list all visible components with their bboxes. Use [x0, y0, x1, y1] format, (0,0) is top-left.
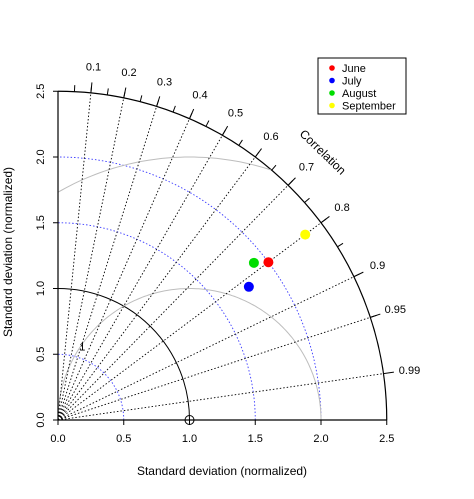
correlation-major-tick [222, 126, 227, 135]
y-tick-label: 0.0 [35, 412, 47, 427]
rms-contour-label: 1 [79, 342, 85, 354]
correlation-minor-tick [305, 198, 310, 202]
correlation-major-tick [124, 88, 126, 98]
correlation-major-tick [288, 178, 295, 186]
y-tick-label: 2.0 [35, 149, 47, 164]
rms-circles: 12 [0, 157, 321, 420]
correlation-tick-label: 0.99 [399, 365, 420, 377]
correlation-tick-label: 0.6 [263, 131, 278, 143]
outer-boundary-arc [58, 91, 387, 420]
data-point-june [263, 257, 273, 267]
x-tick-label: 0.0 [50, 433, 65, 445]
correlation-major-tick [91, 82, 92, 92]
y-tick-label: 0.5 [35, 347, 47, 362]
correlation-minor-tick [173, 106, 175, 112]
x-axis-title: Standard deviation (normalized) [137, 464, 307, 478]
rms-circle [58, 289, 321, 421]
correlation-ray [58, 106, 157, 420]
data-point-july [244, 282, 254, 292]
correlation-major-tick [370, 314, 380, 317]
data-points [244, 230, 310, 292]
correlation-ray [58, 157, 255, 420]
correlation-minor-tick [337, 243, 343, 246]
legend-label-august: August [342, 88, 376, 100]
correlation-minor-tick [272, 165, 276, 170]
correlation-major-tick [383, 372, 393, 373]
correlation-tick-label: 0.95 [385, 304, 406, 316]
correlation-minor-tick [140, 95, 142, 101]
correlation-ray [58, 223, 321, 420]
correlation-major-tick [321, 216, 329, 222]
y-tick-label: 2.5 [35, 84, 47, 99]
x-tick-label: 2.5 [379, 433, 394, 445]
legend-marker-june [329, 65, 335, 71]
correlation-ray [58, 374, 383, 420]
std-circles [58, 91, 387, 420]
correlation-major-tick [190, 109, 194, 119]
correlation-minor-tick [206, 121, 209, 127]
std-circle [58, 223, 255, 420]
std-circle [58, 354, 124, 420]
legend-label-july: July [342, 76, 362, 88]
correlation-tick-label: 0.3 [157, 76, 172, 88]
correlation-tick-label: 0.4 [192, 90, 207, 102]
correlation-tick-label: 0.8 [334, 202, 349, 214]
correlation-minor-tick [107, 88, 108, 95]
x-tick-label: 1.0 [182, 433, 197, 445]
correlation-ray [58, 277, 354, 420]
correlation-major-tick [255, 149, 261, 157]
correlation-major-tick [157, 96, 160, 106]
correlation-ray [58, 185, 288, 420]
axes: 0.0 0.5 1.0 1.5 2.0 2.5 0.0 0.5 1.0 1.5 2.0 2.5 [35, 84, 394, 445]
correlation-ray [58, 98, 124, 420]
x-tick-label: 1.5 [248, 433, 263, 445]
correlation-ray [58, 317, 370, 420]
correlation-minor-tick [239, 140, 243, 145]
correlation-ray [58, 135, 222, 420]
x-tick-label: 2.0 [313, 433, 328, 445]
correlation-tick-label: 0.9 [370, 260, 385, 272]
correlation-ray [58, 119, 190, 420]
legend-marker-august [329, 90, 335, 96]
correlation-major-tick [354, 272, 363, 277]
correlation-tick-label: 0.5 [228, 108, 243, 120]
legend-label-september: September [342, 101, 396, 113]
legend-marker-july [329, 78, 335, 84]
rms-circle [58, 157, 271, 192]
legend-label-june: June [342, 63, 366, 75]
y-axis-title: Standard deviation (normalized) [1, 167, 15, 337]
x-tick-label: 0.5 [116, 433, 131, 445]
correlation-tick-label: 0.7 [299, 161, 314, 173]
reference-std-circle [58, 289, 190, 421]
correlation-tick-label: 0.1 [86, 62, 101, 74]
data-point-september [300, 230, 310, 240]
y-tick-label: 1.5 [35, 215, 47, 230]
data-point-august [249, 258, 259, 268]
correlation-tick-label: 0.2 [121, 67, 136, 79]
correlation-rays [58, 93, 383, 420]
legend-marker-september [329, 103, 335, 109]
y-tick-label: 1.0 [35, 281, 47, 296]
